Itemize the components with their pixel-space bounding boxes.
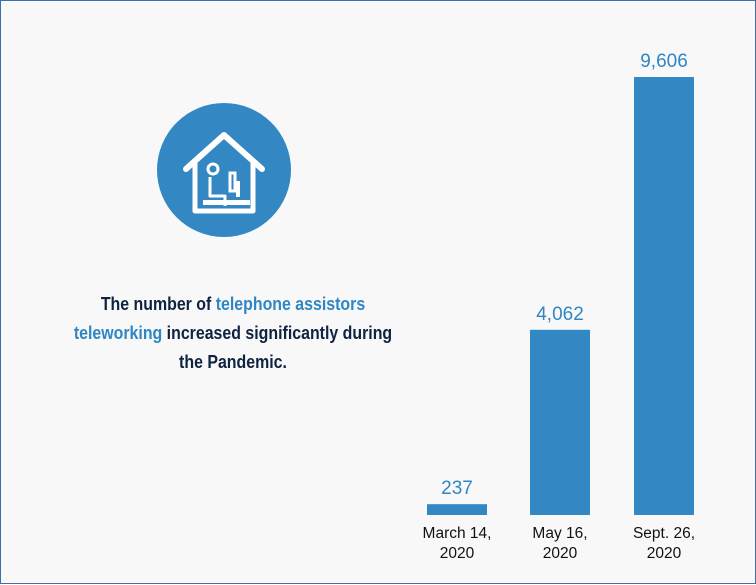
caption-highlight: telephone assistors teleworking bbox=[73, 293, 366, 343]
bar-value-label-0: 237 bbox=[441, 478, 473, 499]
bar-value-label-2: 9,606 bbox=[640, 51, 688, 72]
x-tick-label-2-line-1: 2020 bbox=[647, 545, 682, 562]
x-tick-label-1-line-0: May 16, bbox=[532, 525, 587, 542]
bar-value-label-1: 4,062 bbox=[536, 304, 584, 325]
bar-2 bbox=[634, 77, 694, 515]
x-tick-label-2-line-0: Sept. 26, bbox=[633, 525, 695, 542]
caption-part2: increased significantly during the Pande… bbox=[166, 322, 393, 372]
bar-1 bbox=[530, 329, 590, 515]
x-tick-label-0-line-0: March 14, bbox=[423, 525, 492, 542]
x-tick-label-1-line-1: 2020 bbox=[543, 545, 578, 562]
caption-part1: The number of bbox=[100, 293, 212, 314]
headline-caption: The number of telephone assistors telewo… bbox=[68, 289, 398, 376]
bar-0 bbox=[427, 504, 487, 515]
house-person-computer-icon bbox=[157, 103, 291, 237]
x-tick-label-0-line-1: 2020 bbox=[440, 545, 475, 562]
telework-icon bbox=[157, 103, 291, 237]
